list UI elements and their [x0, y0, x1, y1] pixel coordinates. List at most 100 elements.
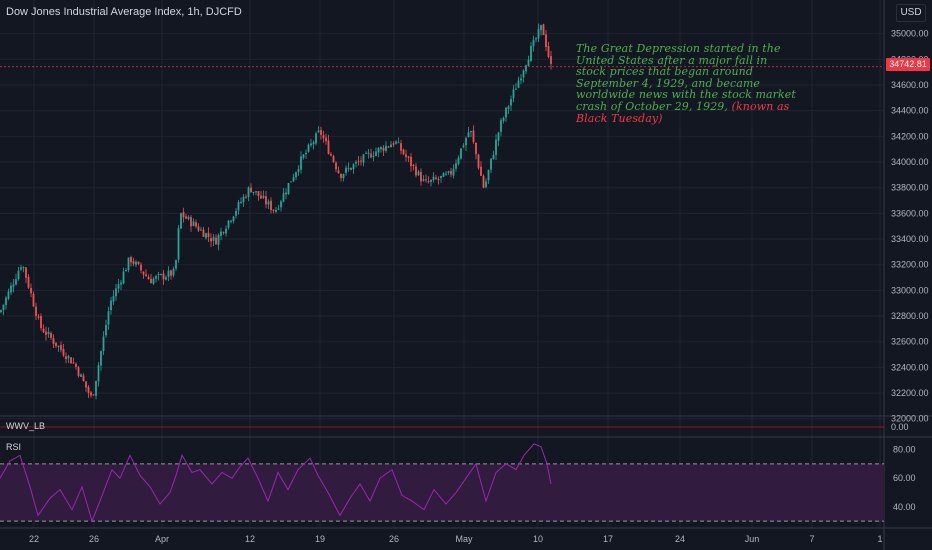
candle-body — [137, 261, 140, 265]
candle-body — [462, 145, 465, 148]
candle-body — [330, 154, 332, 156]
candle-body — [77, 367, 80, 376]
wwv-value-label: 0.00 — [891, 422, 909, 432]
candle-body — [52, 338, 55, 344]
candle-body — [490, 158, 492, 170]
candle-body — [222, 232, 225, 234]
candle-body — [70, 357, 72, 364]
candle-body — [427, 181, 430, 183]
candle-body — [535, 38, 537, 40]
candle-body — [227, 220, 230, 228]
candle-body — [517, 80, 520, 88]
candle-body — [190, 217, 192, 227]
candle-body — [275, 209, 277, 212]
candle-body — [152, 278, 155, 284]
candle-body — [295, 172, 297, 178]
candle-body — [195, 222, 197, 227]
candle-body — [522, 70, 525, 78]
candle-body — [447, 171, 450, 174]
candle-body — [332, 156, 335, 162]
candle-body — [65, 356, 67, 360]
candle-body — [157, 274, 160, 276]
candle-body — [480, 166, 482, 176]
candle-body — [297, 169, 300, 172]
candle-body — [145, 274, 147, 277]
time-tick-label: Jun — [745, 534, 760, 544]
candle-body — [37, 316, 40, 318]
candle-body — [327, 140, 330, 154]
candle-body — [425, 179, 427, 181]
candle-body — [22, 267, 25, 269]
candle-body — [442, 172, 445, 177]
candle-body — [512, 89, 515, 98]
candle-body — [387, 146, 390, 148]
rsi-tick-label: 40.00 — [893, 502, 916, 512]
candle-body — [280, 201, 282, 208]
candle-body — [285, 192, 287, 195]
candle-body — [440, 175, 442, 178]
candle-body — [505, 107, 507, 118]
candle-body — [315, 133, 317, 144]
candle-body — [120, 282, 122, 285]
candle-body — [300, 156, 302, 170]
candle-body — [252, 191, 255, 193]
rsi-tick-label: 60.00 — [893, 473, 916, 483]
candle-body — [305, 152, 307, 155]
candle-body — [15, 279, 17, 285]
candle-body — [380, 147, 382, 150]
candle-body — [207, 232, 210, 237]
candle-body — [287, 183, 290, 194]
candle-body — [370, 153, 372, 158]
candle-body — [377, 147, 380, 153]
candle-body — [257, 191, 260, 197]
candle-body — [397, 142, 400, 144]
candle-body — [110, 300, 112, 311]
candle-body — [40, 316, 42, 328]
candle-body — [400, 143, 402, 151]
candle-body — [487, 170, 490, 181]
candle-body — [310, 143, 312, 146]
wwv-label: WWV_LB — [6, 421, 46, 431]
candle-body — [467, 132, 470, 137]
candle-body — [430, 179, 432, 182]
price-tick-label: 35000.00 — [891, 29, 929, 39]
price-tick-label: 32600.00 — [891, 337, 929, 347]
candle-body — [147, 276, 150, 280]
candle-body — [350, 167, 352, 170]
price-tick-label: 34000.00 — [891, 157, 929, 167]
candle-body — [42, 328, 45, 333]
candle-body — [502, 117, 505, 121]
candle-body — [90, 392, 92, 396]
candle-body — [367, 152, 370, 154]
candle-body — [172, 268, 175, 276]
candle-body — [67, 356, 70, 359]
candle-body — [547, 46, 550, 57]
candle-body — [125, 269, 127, 272]
candle-body — [35, 306, 37, 317]
candle-body — [17, 270, 20, 280]
candle-body — [417, 171, 420, 176]
candle-body — [30, 287, 32, 294]
candle-body — [410, 156, 412, 167]
candle-body — [2, 304, 5, 311]
candle-body — [537, 29, 540, 39]
candle-body — [202, 229, 205, 237]
candle-body — [325, 137, 327, 142]
candle-body — [225, 228, 227, 234]
price-tick-label: 33200.00 — [891, 260, 929, 270]
candle-body — [435, 177, 437, 179]
candle-body — [117, 284, 120, 289]
candle-body — [530, 46, 532, 61]
candle-body — [235, 210, 237, 216]
candle-body — [472, 130, 475, 143]
candle-body — [155, 276, 157, 279]
candle-body — [200, 229, 202, 231]
candle-body — [50, 333, 52, 338]
price-tick-label: 34400.00 — [891, 106, 929, 116]
candle-body — [475, 142, 477, 155]
candle-body — [85, 381, 87, 388]
currency-button[interactable]: USD — [896, 4, 926, 22]
candle-body — [545, 34, 547, 48]
annotation-highlight: (known as Black Tuesday) — [576, 99, 790, 125]
